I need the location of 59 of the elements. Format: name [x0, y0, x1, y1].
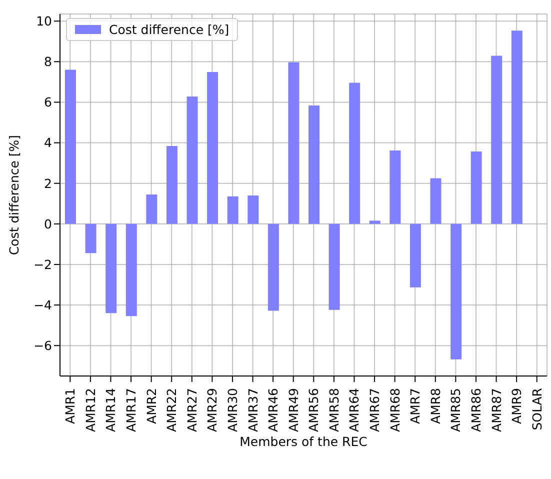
bar: [470, 152, 482, 224]
bar: [288, 62, 300, 224]
x-tick-label: AMR2: [144, 388, 159, 424]
x-tick-label: AMR12: [82, 388, 98, 432]
x-tick-label: AMR17: [124, 388, 139, 432]
y-tick-label: 4: [44, 135, 52, 150]
bar: [268, 224, 279, 311]
x-tick-label: AMR64: [346, 388, 362, 432]
x-tick-label: AMR46: [266, 388, 281, 432]
x-tick-label: AMR7: [408, 388, 423, 424]
bar: [410, 224, 421, 288]
y-tick-label: 2: [44, 176, 52, 191]
x-axis-title: Members of the REC: [240, 434, 368, 449]
bar: [166, 146, 178, 224]
bar: [186, 96, 198, 224]
bar: [85, 224, 96, 254]
y-tick-label: 6: [44, 94, 52, 110]
y-tick-label: −4: [34, 297, 52, 312]
x-tick-label: AMR22: [164, 388, 180, 432]
y-tick-label: −2: [34, 256, 52, 272]
x-tick-label: AMR87: [488, 388, 504, 432]
bar: [349, 82, 360, 224]
x-tick-label: AMR1: [62, 388, 78, 424]
x-tick-label: AMR30: [224, 388, 240, 432]
x-tick-label: SOLAR: [529, 388, 544, 430]
x-tick-label: AMR27: [184, 388, 200, 432]
x-tick-label: AMR85: [448, 388, 464, 432]
bar: [491, 56, 502, 224]
y-tick-label: 10: [36, 14, 52, 29]
x-tick-label: AMR67: [367, 388, 382, 432]
bar: [369, 220, 380, 224]
x-tick-label: AMR9: [509, 388, 524, 424]
bar: [65, 70, 76, 224]
y-tick-label: −6: [34, 338, 52, 354]
bar: [450, 224, 462, 360]
x-tick-label: AMR68: [387, 388, 402, 432]
x-tick-label: AMR37: [245, 388, 260, 432]
bar: [126, 224, 137, 316]
x-tick-label: AMR29: [204, 388, 220, 432]
bar: [308, 105, 320, 224]
bar: [328, 224, 340, 310]
y-tick-label: 8: [44, 54, 52, 70]
y-tick-label: 0: [44, 216, 52, 232]
legend-label: Cost difference [%]: [109, 22, 230, 37]
bar: [511, 30, 522, 224]
bar: [430, 178, 442, 224]
bar: [106, 224, 117, 314]
bar: [390, 150, 401, 224]
x-tick-label: AMR86: [468, 388, 484, 432]
x-tick-label: AMR49: [286, 388, 301, 432]
y-axis-title: Cost difference [%]: [6, 134, 22, 256]
x-tick-label: AMR58: [326, 388, 342, 432]
bar: [227, 196, 238, 224]
x-tick-label: AMR56: [306, 388, 322, 432]
x-tick-label: AMR14: [103, 388, 118, 432]
bar: [146, 194, 158, 224]
bar: [248, 196, 259, 224]
x-tick-label: AMR8: [428, 388, 443, 424]
bar: [207, 72, 218, 224]
